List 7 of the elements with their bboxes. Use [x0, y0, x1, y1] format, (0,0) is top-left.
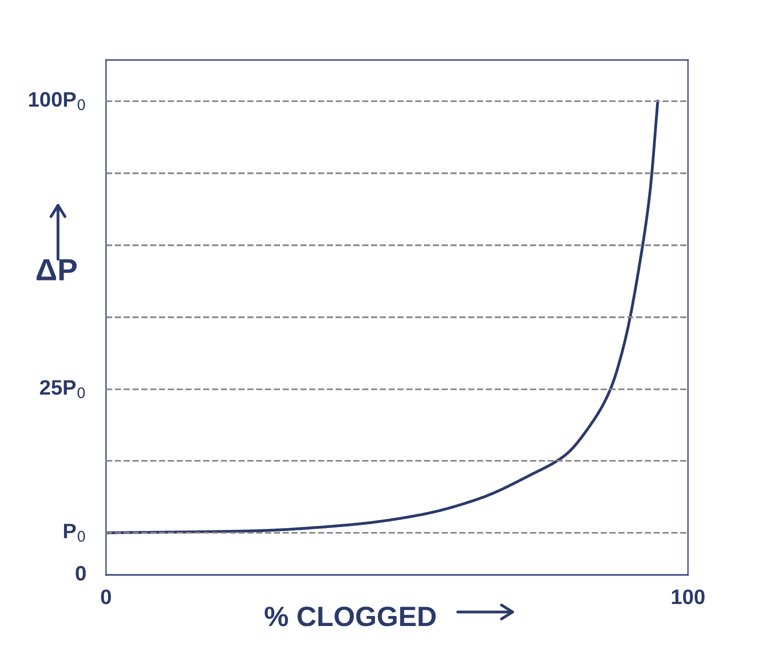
ref-line-label: P$_{0}$ [64, 524, 85, 542]
x-axis-title: % CLOGGED [264, 606, 436, 626]
ref-line-label: 25P$_{0}$ [40, 380, 85, 398]
ref-line-label: 100P$_{0}$ [29, 92, 85, 110]
y-axis-title: ΔP [36, 259, 77, 280]
ref-line-label: 0 [76, 566, 86, 581]
x-tick-label: 100 [672, 589, 705, 604]
